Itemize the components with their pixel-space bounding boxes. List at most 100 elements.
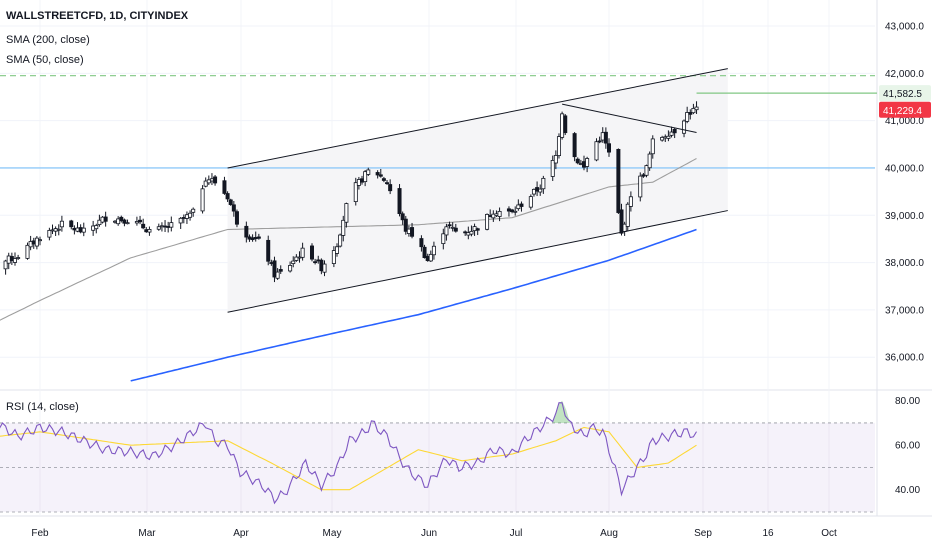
- candle-body: [531, 188, 536, 195]
- rsi-axis-label: 80.00: [895, 396, 920, 407]
- candle-body: [550, 160, 555, 177]
- candle-body: [256, 236, 261, 239]
- candle-body: [513, 210, 518, 213]
- candle-body: [360, 178, 365, 183]
- resistance-price-badge: [879, 85, 931, 102]
- candle-body: [31, 240, 36, 245]
- candle-body: [116, 218, 121, 225]
- candle-body: [666, 135, 671, 139]
- candle-body: [313, 261, 318, 264]
- candle-body: [169, 222, 174, 228]
- time-axis-label: Apr: [233, 528, 249, 539]
- price-axis-label: 42,000.0: [885, 69, 924, 80]
- candle-body: [335, 246, 340, 254]
- candle-body: [34, 237, 39, 247]
- time-axis-label: Jun: [421, 528, 437, 539]
- time-axis-label: Mar: [138, 528, 156, 539]
- candle-body: [600, 132, 605, 141]
- candle-body: [53, 228, 58, 232]
- candle-body: [272, 260, 277, 278]
- candle-body: [585, 158, 590, 167]
- candle-body: [144, 229, 149, 233]
- candle-body: [553, 155, 558, 164]
- resistance-price-badge-text: 41,582.5: [883, 89, 922, 100]
- last-price-badge-text: 41,229.4: [883, 106, 922, 117]
- candle-body: [234, 211, 239, 225]
- channel-upper-line: [227, 68, 728, 169]
- candle-body: [694, 106, 699, 111]
- candle-body: [578, 163, 583, 165]
- symbol-legend[interactable]: WALLSTREETCFD, 1D, CITYINDEX: [6, 10, 189, 22]
- candle-body: [225, 193, 230, 200]
- candle-body: [572, 133, 577, 158]
- candle-body: [644, 165, 649, 176]
- candle-body: [575, 158, 580, 164]
- candle-body: [244, 225, 249, 238]
- candle-body: [69, 220, 74, 228]
- candle-body: [309, 245, 314, 260]
- candle-body: [538, 188, 543, 193]
- candle-body: [491, 213, 496, 219]
- candle-body: [422, 246, 427, 259]
- candle-body: [563, 115, 568, 134]
- time-axis-label: May: [323, 528, 342, 539]
- candle-body: [560, 113, 565, 138]
- price-axis-label: 36,000.0: [885, 353, 924, 364]
- candle-body: [688, 112, 693, 115]
- candle-body: [366, 169, 371, 175]
- candle-body: [510, 209, 515, 213]
- price-axis-label: 43,000.0: [885, 22, 924, 33]
- candle-body: [344, 203, 349, 223]
- candle-body: [316, 259, 321, 262]
- candle-body: [113, 220, 118, 223]
- candle-body: [297, 256, 302, 259]
- candle-body: [425, 255, 430, 262]
- candle-body: [56, 228, 61, 231]
- candle-body: [159, 225, 164, 228]
- candle-body: [166, 226, 171, 228]
- candle-body: [200, 188, 205, 212]
- candle-body: [453, 227, 458, 232]
- candle-body: [184, 214, 189, 219]
- sma50-legend[interactable]: SMA (50, close): [6, 54, 84, 66]
- rsi-line: [0, 402, 697, 505]
- candle-body: [556, 136, 561, 157]
- candle-body: [638, 175, 643, 198]
- candle-body: [528, 196, 533, 208]
- candle-body: [341, 219, 346, 236]
- candle-body: [203, 180, 208, 187]
- time-axis-label: Jul: [510, 528, 523, 539]
- candle-body: [469, 230, 474, 235]
- candle-body: [206, 179, 211, 184]
- candle-body: [59, 220, 64, 228]
- candle-body: [516, 204, 521, 210]
- time-axis-label: Oct: [821, 528, 837, 539]
- candle-body: [616, 148, 621, 213]
- candle-body: [397, 188, 402, 214]
- rsi-legend[interactable]: RSI (14, close): [6, 401, 79, 413]
- candle-body: [94, 225, 99, 230]
- candle-body: [278, 269, 283, 272]
- candle-body: [619, 209, 624, 234]
- candle-body: [375, 172, 380, 176]
- candle-body: [381, 178, 386, 181]
- rsi-ma-line: [0, 426, 697, 491]
- candle-body: [97, 219, 102, 226]
- candle-body: [431, 245, 436, 256]
- candle-body: [444, 226, 449, 236]
- candle-body: [378, 174, 383, 177]
- sma200-legend[interactable]: SMA (200, close): [6, 34, 90, 46]
- rsi-band-fill: [0, 422, 875, 512]
- candle-body: [597, 140, 602, 143]
- descending-trendline: [562, 103, 697, 133]
- candle-body: [81, 227, 86, 233]
- candle-body: [134, 221, 139, 224]
- time-axis-label: 16: [762, 528, 774, 539]
- sma200-line: [130, 228, 697, 382]
- candle-body: [650, 138, 655, 155]
- candle-body: [75, 227, 80, 232]
- candle-body: [682, 120, 687, 134]
- candle-body: [300, 247, 305, 258]
- candle-body: [603, 131, 608, 144]
